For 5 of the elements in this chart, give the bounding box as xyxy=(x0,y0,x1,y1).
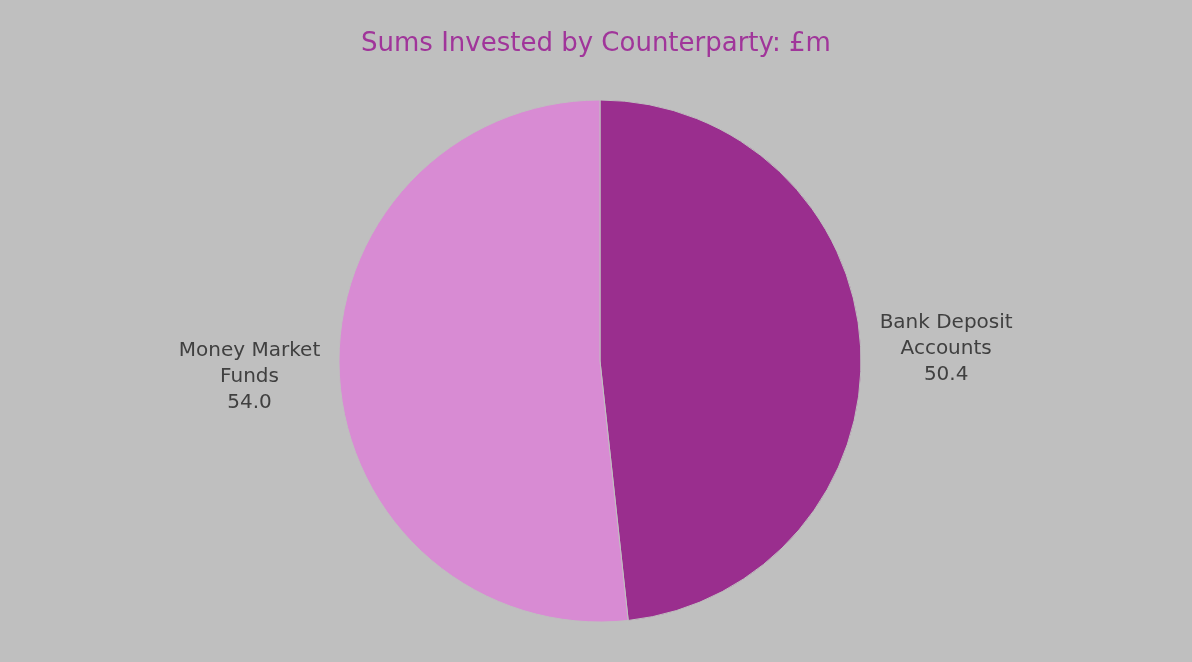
slice-label: Money Market Funds xyxy=(178,337,321,388)
data-label: 50.4 xyxy=(923,360,969,385)
chart-title: Sums Invested by Counterparty: £m xyxy=(361,27,831,58)
data-label: 54.0 xyxy=(227,389,272,414)
slice-label: Bank Deposit Accounts xyxy=(879,308,1013,359)
